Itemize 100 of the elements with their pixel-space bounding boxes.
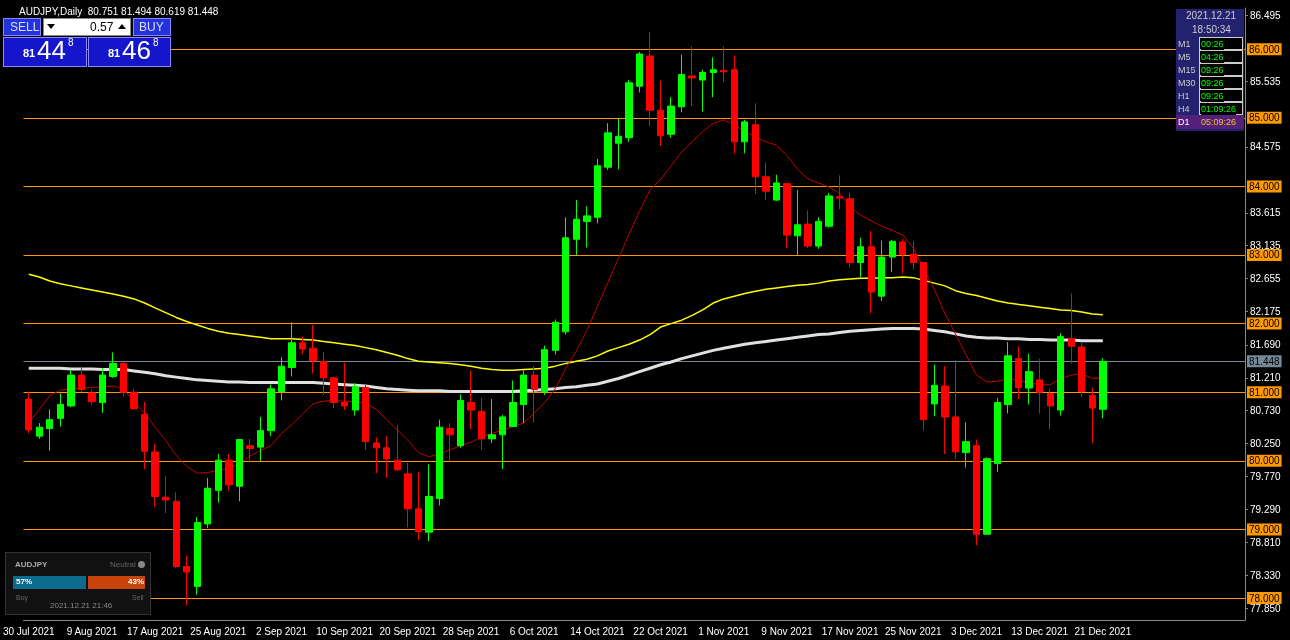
candlestick: [983, 456, 991, 535]
annotation: M1: [1178, 38, 1191, 50]
candlestick: [1004, 341, 1012, 414]
y-tick-label: 81.210: [1250, 372, 1282, 384]
ref-line-label: 84.000: [1249, 180, 1281, 192]
annotation: 57%: [16, 577, 33, 586]
annotation: 2021.12.21 21:46: [50, 601, 113, 610]
x-tick-label: 3 Dec 2021: [950, 625, 1003, 637]
y-tick-label: 84.575: [1250, 141, 1282, 153]
candlestick: [151, 443, 159, 508]
candlestick: [594, 158, 601, 224]
candlestick: [1068, 292, 1075, 364]
candlestick: [36, 422, 43, 440]
annotation: M15: [1178, 64, 1196, 76]
candlestick: [667, 96, 675, 139]
candlestick: [699, 69, 706, 113]
candlestick: [625, 79, 633, 143]
candlestick: [183, 555, 190, 607]
ref-line-label: 78.000: [1249, 592, 1281, 604]
candlestick: [57, 393, 64, 428]
candlestick: [204, 477, 211, 529]
candlestick: [552, 318, 559, 355]
candlestick: [973, 439, 980, 546]
candlestick: [994, 397, 1001, 473]
candlestick: [288, 321, 296, 377]
annotation: 01:09:26: [1201, 103, 1237, 115]
candlestick: [394, 424, 401, 472]
candlestick: [783, 183, 791, 249]
candlestick: [130, 388, 138, 411]
candlestick: [215, 453, 222, 504]
candlestick: [236, 438, 243, 502]
candlestick: [309, 324, 317, 375]
candlestick: [1047, 388, 1054, 430]
x-tick-label: 17 Nov 2021: [821, 625, 879, 637]
y-tick-label: 86.495: [1250, 9, 1282, 21]
y-tick-label: 83.615: [1250, 207, 1282, 219]
candlestick: [467, 369, 475, 430]
x-tick-label: 25 Aug 2021: [190, 625, 247, 637]
candlestick: [478, 397, 485, 451]
annotation: 00:26: [1201, 38, 1224, 50]
candlestick: [141, 401, 148, 470]
candlestick: [962, 421, 970, 469]
candlestick: [446, 422, 454, 462]
candlestick: [25, 391, 32, 434]
annotation: BUY: [139, 20, 164, 34]
candlestick: [889, 239, 896, 273]
x-tick-label: 9 Aug 2021: [66, 625, 118, 637]
candlestick: [246, 438, 254, 464]
y-tick-label: 79.290: [1250, 504, 1282, 516]
candlestick: [341, 362, 348, 411]
annotation: 81: [23, 47, 36, 59]
annotation: Neutral: [110, 560, 136, 569]
y-tick-label: 82.655: [1250, 273, 1282, 285]
candlestick: [67, 369, 75, 408]
annotation: M30: [1178, 77, 1196, 89]
candlestick: [920, 262, 927, 432]
candlestick: [520, 369, 527, 424]
candlestick: [1089, 386, 1096, 444]
candlestick: [868, 230, 875, 314]
candlestick: [646, 31, 654, 127]
annotation: H4: [1178, 103, 1190, 115]
candlestick: [941, 365, 949, 455]
annotation: 09:26: [1201, 64, 1224, 76]
ref-line-label: 85.000: [1249, 112, 1281, 124]
y-tick-label: 78.810: [1250, 536, 1282, 548]
candlestick: [225, 453, 233, 491]
y-tick-label: 83.135: [1250, 240, 1282, 252]
candlestick: [573, 199, 580, 256]
y-tick-label: 79.770: [1250, 471, 1282, 483]
y-tick-label: 80.250: [1250, 438, 1282, 450]
annotation: D1: [1178, 116, 1190, 128]
annotation: SELL: [10, 20, 40, 34]
candlestick: [678, 54, 685, 113]
candlestick: [436, 419, 443, 506]
ref-line-label: 80.000: [1249, 455, 1281, 467]
annotation: 05:09:26: [1201, 116, 1237, 128]
annotation: 09:26: [1201, 77, 1224, 89]
candlestick: [688, 45, 696, 107]
candlestick: [804, 209, 812, 249]
candlestick: [373, 437, 380, 474]
x-tick-label: 2 Sep 2021: [255, 625, 308, 637]
candlestick: [710, 56, 717, 98]
candlestick: [899, 238, 906, 275]
candlestick: [636, 51, 643, 93]
candlestick: [352, 382, 359, 417]
candlestick: [88, 388, 96, 406]
annotation: H1: [1178, 90, 1190, 102]
candlestick: [815, 216, 822, 250]
annotation: 04:26: [1201, 51, 1224, 63]
candlestick: [362, 384, 369, 451]
candlestick: [846, 192, 854, 268]
x-tick-label: 9 Nov 2021: [761, 625, 813, 637]
ref-line-label: 81.000: [1249, 386, 1281, 398]
candlestick: [267, 384, 275, 437]
candlestick: [562, 216, 569, 336]
candlestick: [457, 393, 464, 449]
candlestick: [425, 463, 433, 542]
candlestick: [109, 351, 117, 379]
candlestick: [952, 359, 959, 460]
x-tick-label: 14 Oct 2021: [570, 625, 626, 637]
